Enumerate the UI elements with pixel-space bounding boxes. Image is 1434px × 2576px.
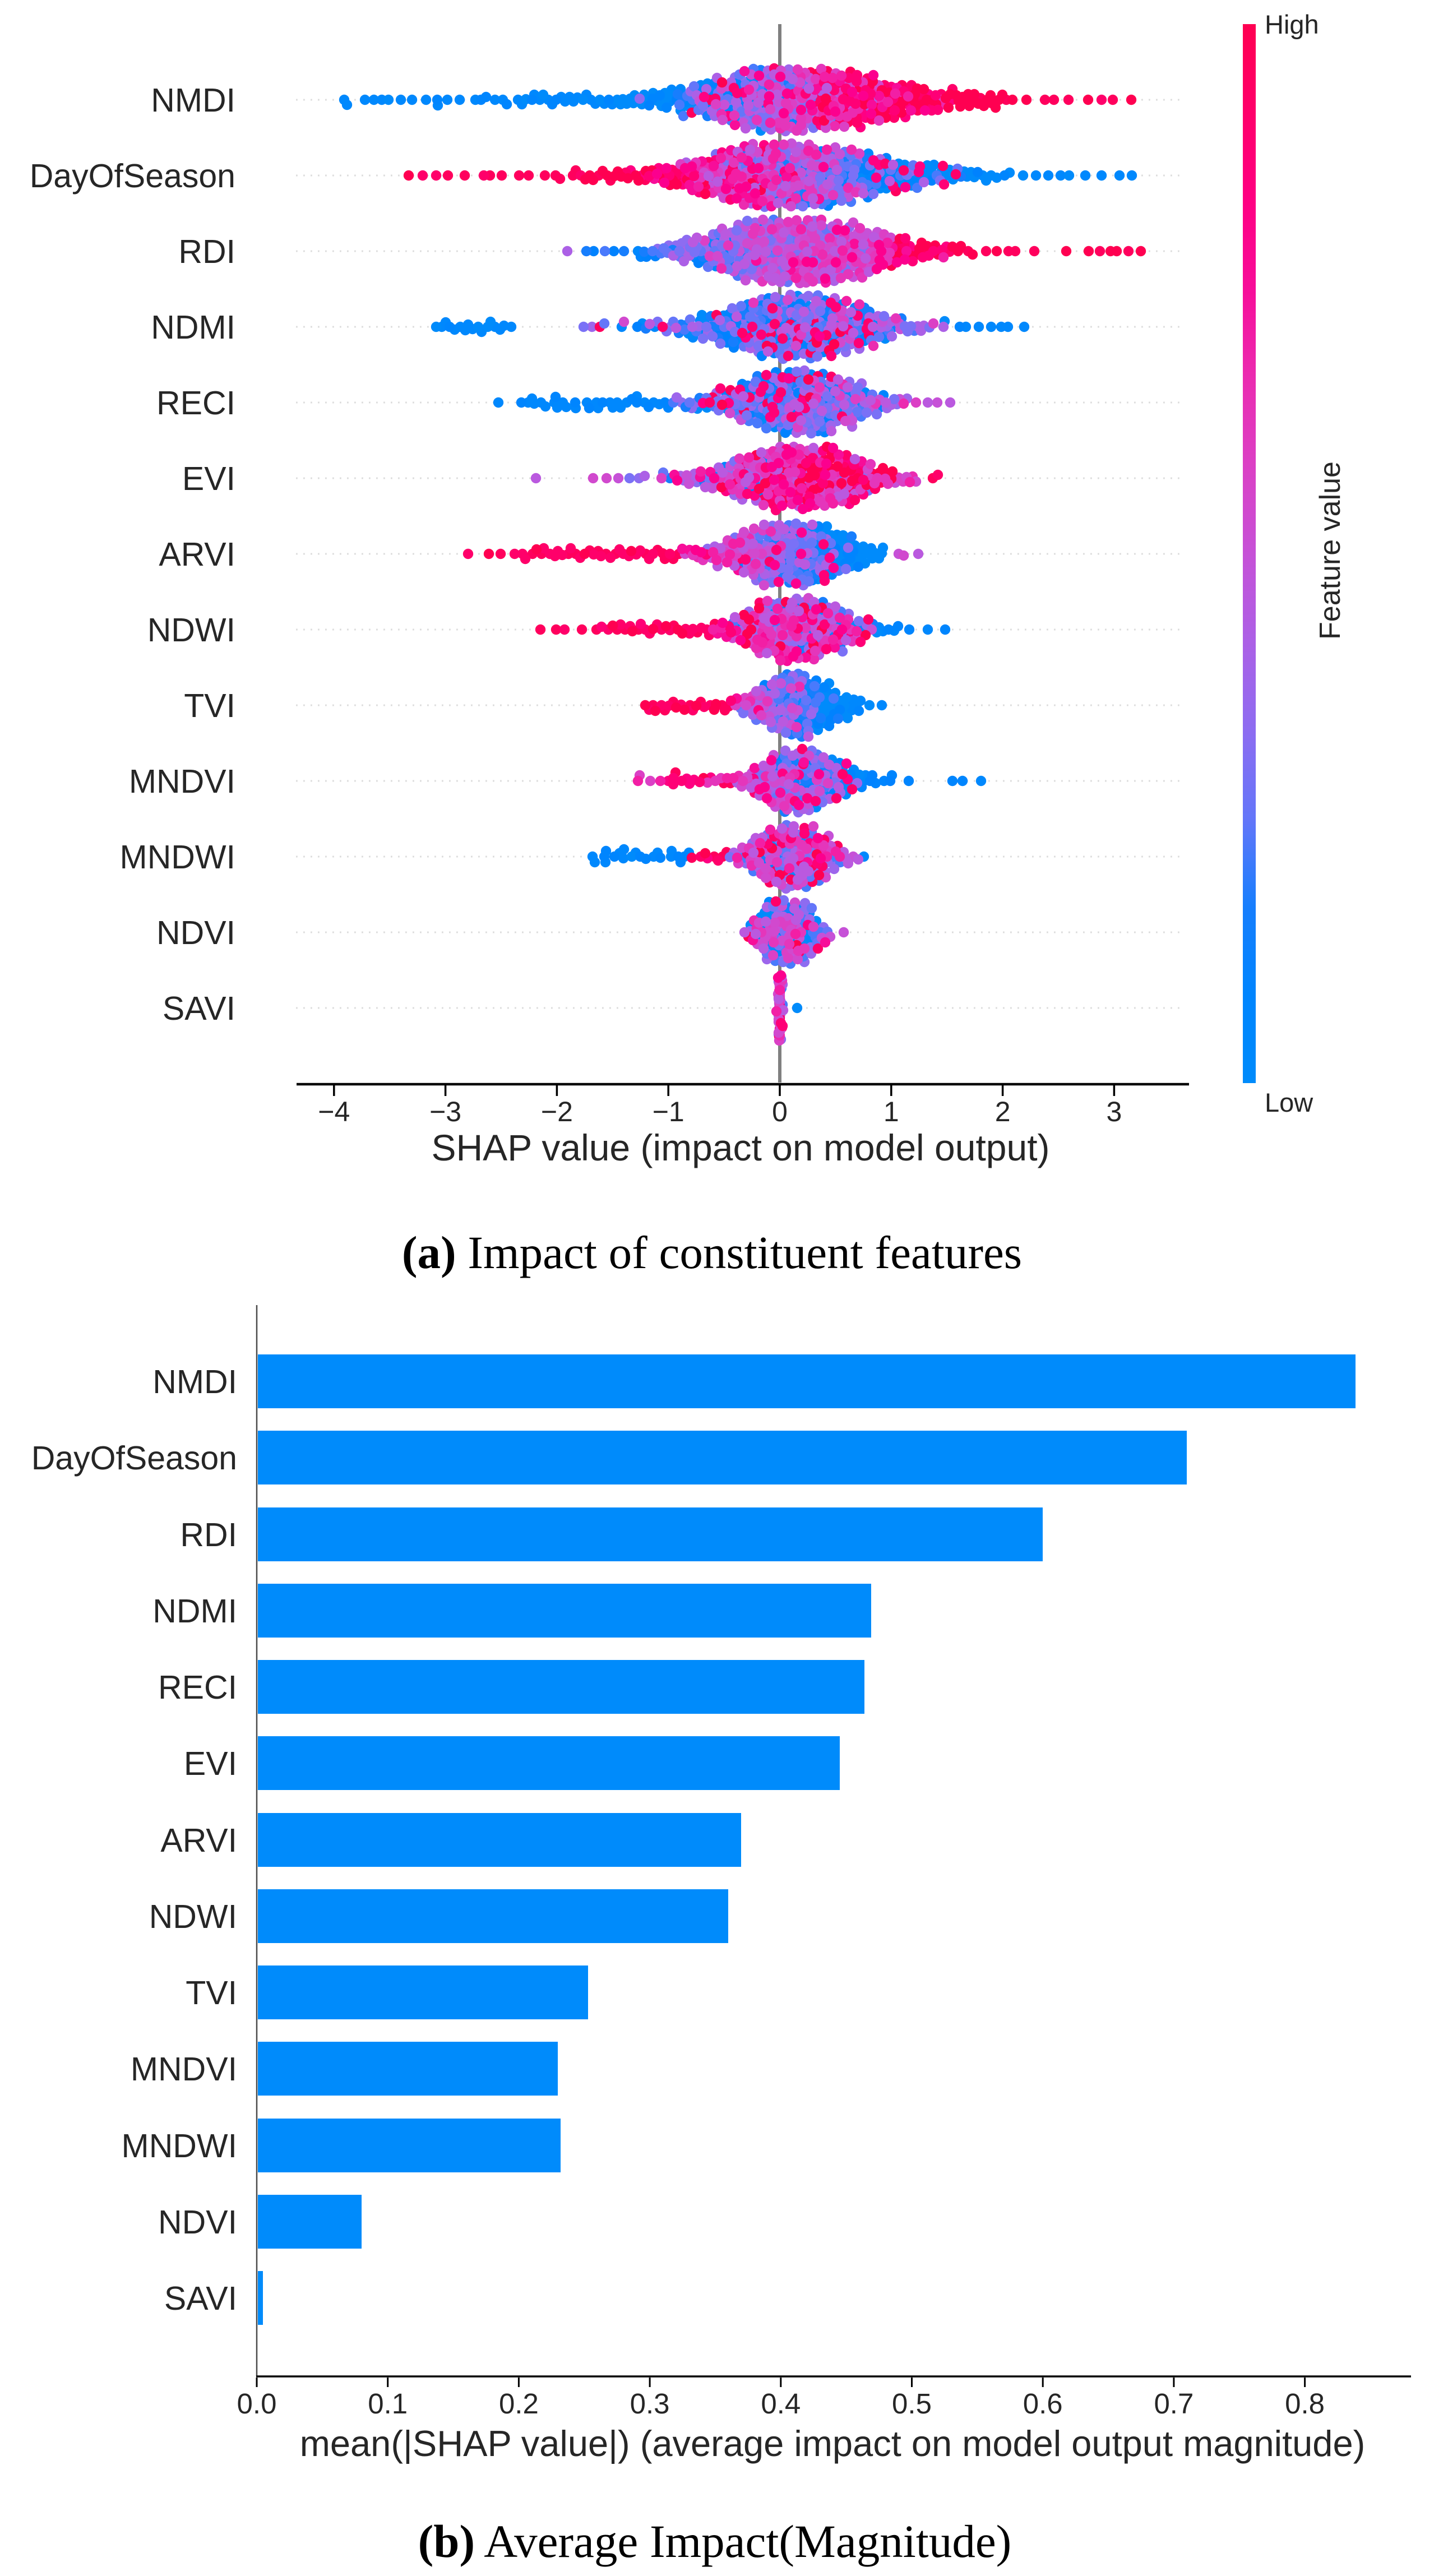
svg-text:TVI: TVI [186,1974,237,2011]
svg-text:(a) Impact of constituent feat: (a) Impact of constituent features [402,1227,1022,1278]
svg-text:TVI: TVI [184,687,235,724]
svg-text:DayOfSeason: DayOfSeason [31,1440,237,1477]
svg-text:0.2: 0.2 [499,2388,539,2420]
svg-text:−3: −3 [429,1096,461,1127]
svg-text:SHAP value (impact on model ou: SHAP value (impact on model output) [431,1127,1049,1168]
svg-text:RECI: RECI [156,385,235,422]
svg-text:NMDI: NMDI [152,1363,237,1400]
svg-text:NDVI: NDVI [158,2204,237,2241]
svg-text:MNDVI: MNDVI [129,763,235,800]
svg-text:0.3: 0.3 [630,2388,670,2420]
svg-text:0: 0 [772,1096,788,1127]
svg-text:SAVI: SAVI [163,990,235,1027]
svg-text:0.6: 0.6 [1023,2388,1063,2420]
svg-text:High: High [1265,10,1319,39]
svg-text:−4: −4 [318,1096,350,1127]
svg-text:ARVI: ARVI [159,536,235,573]
svg-text:Low: Low [1265,1088,1313,1117]
svg-text:0.5: 0.5 [892,2388,932,2420]
svg-text:NMDI: NMDI [151,82,235,119]
svg-text:DayOfSeason: DayOfSeason [30,158,235,195]
svg-text:MNDWI: MNDWI [122,2128,237,2165]
svg-text:NDWI: NDWI [147,612,235,649]
svg-text:0.0: 0.0 [237,2388,277,2420]
svg-text:1: 1 [883,1096,899,1127]
svg-text:RDI: RDI [180,1516,237,1553]
svg-text:2: 2 [995,1096,1011,1127]
svg-text:NDVI: NDVI [156,914,235,951]
svg-text:3: 3 [1106,1096,1122,1127]
svg-text:mean(|SHAP value|) (average im: mean(|SHAP value|) (average impact on mo… [300,2423,1366,2464]
svg-text:EVI: EVI [182,460,235,497]
svg-text:0.7: 0.7 [1154,2388,1194,2420]
svg-text:RECI: RECI [158,1669,237,1706]
svg-text:ARVI: ARVI [160,1822,237,1859]
svg-text:MNDWI: MNDWI [120,839,235,876]
svg-text:NDMI: NDMI [151,309,235,346]
svg-text:−2: −2 [541,1096,573,1127]
svg-text:MNDVI: MNDVI [131,2051,237,2088]
svg-text:0.1: 0.1 [368,2388,408,2420]
svg-text:−1: −1 [653,1096,684,1127]
svg-text:NDWI: NDWI [149,1898,237,1935]
svg-text:(b) Average Impact(Magnitude): (b) Average Impact(Magnitude) [418,2515,1012,2567]
svg-text:RDI: RDI [178,233,235,270]
svg-text:Feature value: Feature value [1314,461,1347,640]
svg-text:0.4: 0.4 [761,2388,801,2420]
svg-text:NDMI: NDMI [152,1593,237,1630]
svg-text:SAVI: SAVI [164,2280,237,2317]
svg-text:0.8: 0.8 [1285,2388,1325,2420]
svg-text:EVI: EVI [184,1745,237,1782]
